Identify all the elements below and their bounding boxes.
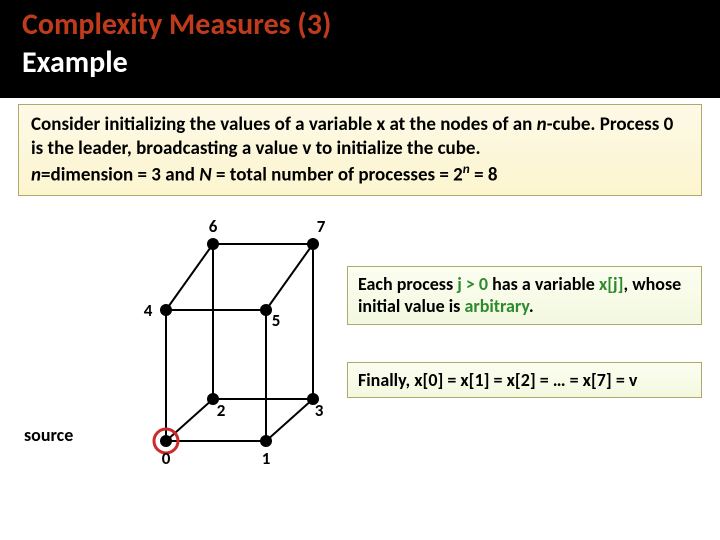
cube-edge (166, 244, 213, 310)
slide-title-main: Complexity Measures (3) (22, 6, 698, 44)
intro-n2: n (31, 163, 41, 186)
box-process-variable: Each process j > 0 has a variable x[j], … (347, 266, 702, 325)
box1-f: arbitrary (464, 295, 528, 317)
cube-edge (166, 399, 213, 441)
intro-ncube-n: n (537, 113, 547, 136)
cube-node-label: 5 (272, 310, 281, 331)
source-label: source (24, 424, 73, 446)
intro-text-2b: =dimension = 3 and (41, 163, 199, 186)
cube-node (260, 304, 272, 316)
slide-title-sub: Example (22, 44, 698, 82)
cube-node-label: 4 (144, 300, 153, 321)
cube-node-label: 1 (262, 448, 271, 469)
box1-a: Each process (358, 273, 457, 295)
cube-node (307, 238, 319, 250)
cube-edge (266, 399, 313, 441)
slide-header: Complexity Measures (3) Example (0, 0, 720, 98)
intro-text: Consider initializing the values of a va… (31, 113, 537, 136)
box2-text: Finally, x[0] = x[1] = x[2] = … = x[7] =… (358, 369, 637, 391)
cube-diagram: 0 1 2 3 4 5 6 7 (120, 204, 350, 484)
box1-d: x[j] (599, 273, 624, 295)
cube-node (160, 304, 172, 316)
cube-node (207, 238, 219, 250)
cube-node-label: 0 (162, 448, 171, 469)
cube-node-label: 2 (217, 400, 226, 421)
box1-b: j > 0 (457, 273, 488, 295)
intro-N: N (199, 163, 211, 186)
cube-node-label: 3 (315, 400, 324, 421)
intro-text-2d: = total number of processes = 2 (212, 163, 463, 186)
diagram-area: 0 1 2 3 4 5 6 7 Each process j > 0 has a variab… (0, 204, 720, 514)
box-finally: Finally, x[0] = x[1] = x[2] = … = x[7] =… (347, 362, 702, 399)
cube-edge (266, 244, 313, 310)
cube-node (160, 435, 172, 447)
cube-node (260, 435, 272, 447)
intro-text-2e: = 8 (470, 163, 498, 186)
cube-node-label: 7 (317, 216, 326, 237)
box1-g: . (529, 295, 534, 317)
cube-node-label: 6 (209, 216, 218, 237)
intro-exp: n (463, 160, 470, 177)
box1-c: has a variable (488, 273, 599, 295)
intro-box: Consider initializing the values of a va… (18, 104, 702, 196)
